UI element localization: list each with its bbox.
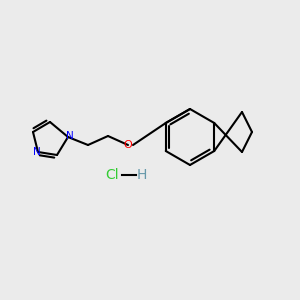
Text: Cl: Cl	[105, 168, 119, 182]
Text: N: N	[33, 147, 41, 157]
Text: H: H	[137, 168, 147, 182]
Text: N: N	[66, 131, 74, 141]
Text: O: O	[124, 140, 132, 150]
